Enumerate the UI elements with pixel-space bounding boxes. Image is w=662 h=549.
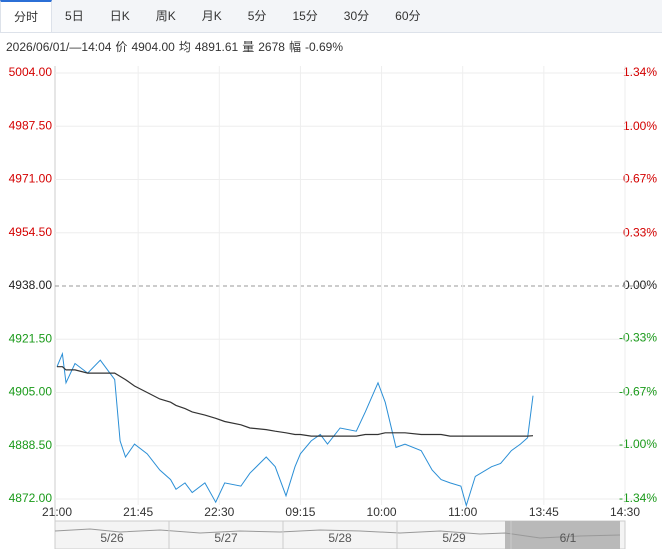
info-label: 幅: [288, 40, 301, 54]
tab[interactable]: 日K: [109, 9, 130, 23]
y-tick-label: 5004.00: [9, 65, 53, 79]
tab[interactable]: 月K: [201, 9, 222, 23]
navigator-date: 6/1: [560, 531, 577, 545]
x-tick-label: 13:45: [529, 505, 559, 519]
y2-tick-label: 1.34%: [623, 65, 657, 79]
info-value: 4891.61: [194, 40, 239, 54]
x-tick-label: 10:00: [367, 505, 397, 519]
y-tick-label: 4954.50: [9, 225, 53, 239]
info-label: 量: [242, 40, 255, 54]
y2-tick-label: -0.33%: [619, 331, 657, 345]
tab-bar: 分时 5日 日K 周K 月K 5分 15分 30分 60分: [0, 0, 662, 33]
tab[interactable]: 15分: [292, 9, 318, 23]
info-label: 均: [178, 40, 191, 54]
navigator-date: 5/26: [100, 531, 124, 545]
navigator-date: 5/28: [328, 531, 352, 545]
tab[interactable]: 60分: [395, 9, 421, 23]
y2-tick-label: 0.33%: [623, 226, 657, 240]
tab[interactable]: 5分: [247, 9, 267, 23]
y2-tick-label: -1.00%: [619, 437, 657, 451]
y-tick-label: 4872.00: [9, 491, 53, 505]
navigator-line: [54, 528, 621, 539]
y-tick-label: 4971.00: [9, 172, 53, 186]
y2-tick-label: 0.00%: [623, 278, 657, 292]
navigator-date: 5/29: [442, 531, 466, 545]
x-tick-label: 22:30: [204, 505, 234, 519]
navigator-date: 5/27: [214, 531, 238, 545]
tab[interactable]: 30分: [343, 9, 370, 23]
x-tick-label: 21:45: [123, 505, 153, 519]
y-tick-label: 4905.00: [9, 385, 53, 399]
x-tick-label: 09:15: [285, 505, 315, 519]
tab[interactable]: 5日: [65, 9, 84, 23]
info-value: 4904.00: [131, 40, 175, 54]
tab[interactable]: 周K: [155, 9, 176, 23]
series-line: [57, 366, 534, 437]
info-value: -0.69%: [304, 40, 343, 54]
info-value: 2678: [258, 40, 285, 54]
x-tick-label: 11:00: [448, 505, 477, 519]
y-tick-label: 4888.50: [9, 438, 53, 452]
y2-tick-label: 0.67%: [623, 172, 657, 186]
x-tick-label: 21:00: [42, 505, 72, 519]
y2-tick-label: -0.67%: [619, 385, 657, 399]
y2-tick-label: -1.34%: [619, 491, 657, 505]
info-label: 2026/06/01/—14:04: [6, 40, 112, 54]
y-tick-label: 4987.50: [9, 118, 53, 132]
info-label: 价: [115, 40, 128, 54]
tab[interactable]: 分时: [0, 0, 53, 32]
info-bar: 2026/06/01/—14:04 价 4904.00 均 4891.61 量 2678 幅 -…: [6, 38, 347, 55]
series-line: [56, 351, 534, 508]
y-tick-label: 4938.00: [9, 278, 53, 292]
y-tick-label: 4921.50: [9, 331, 53, 345]
x-tick-label: 14:30: [610, 505, 640, 519]
y2-tick-label: 1.00%: [623, 119, 657, 133]
